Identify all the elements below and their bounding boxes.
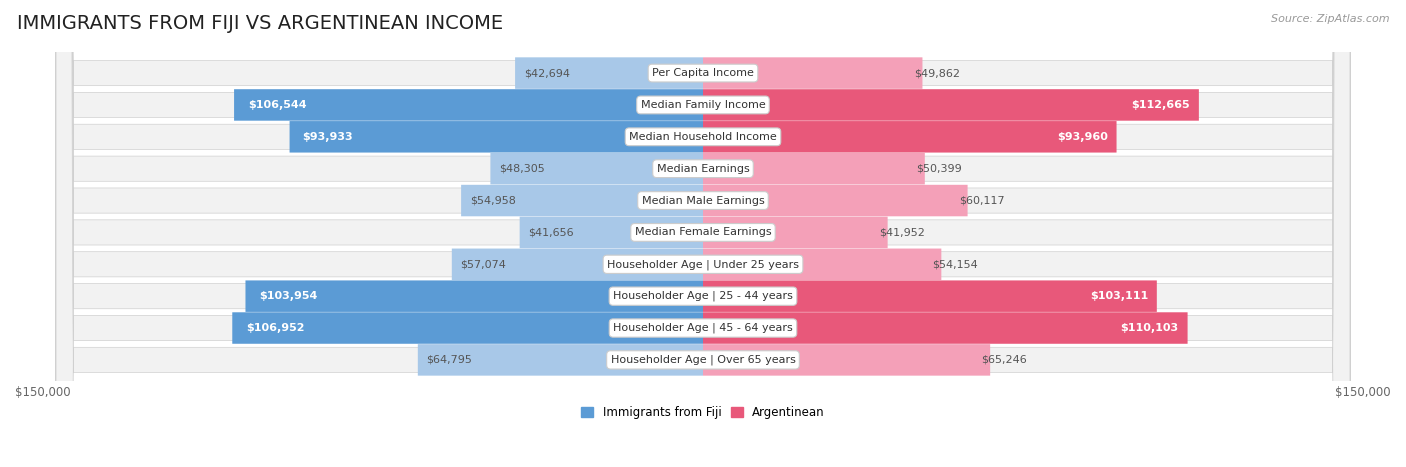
Text: Median Household Income: Median Household Income xyxy=(628,132,778,142)
Text: $110,103: $110,103 xyxy=(1121,323,1178,333)
FancyBboxPatch shape xyxy=(703,280,1157,312)
FancyBboxPatch shape xyxy=(56,0,1350,467)
FancyBboxPatch shape xyxy=(703,185,967,216)
FancyBboxPatch shape xyxy=(491,153,703,184)
Text: Median Male Earnings: Median Male Earnings xyxy=(641,196,765,205)
Text: $106,544: $106,544 xyxy=(247,100,307,110)
Text: Source: ZipAtlas.com: Source: ZipAtlas.com xyxy=(1271,14,1389,24)
FancyBboxPatch shape xyxy=(246,280,703,312)
Text: Householder Age | 25 - 44 years: Householder Age | 25 - 44 years xyxy=(613,291,793,301)
FancyBboxPatch shape xyxy=(56,0,1350,467)
FancyBboxPatch shape xyxy=(515,57,703,89)
Text: $49,862: $49,862 xyxy=(914,68,960,78)
Text: Per Capita Income: Per Capita Income xyxy=(652,68,754,78)
Text: $64,795: $64,795 xyxy=(426,355,472,365)
FancyBboxPatch shape xyxy=(703,312,1188,344)
Text: $42,694: $42,694 xyxy=(524,68,569,78)
FancyBboxPatch shape xyxy=(232,312,703,344)
Legend: Immigrants from Fiji, Argentinean: Immigrants from Fiji, Argentinean xyxy=(576,402,830,424)
FancyBboxPatch shape xyxy=(290,121,703,153)
Text: Median Female Earnings: Median Female Earnings xyxy=(634,227,772,237)
FancyBboxPatch shape xyxy=(56,0,1350,467)
FancyBboxPatch shape xyxy=(56,0,1350,467)
Text: Householder Age | Over 65 years: Householder Age | Over 65 years xyxy=(610,354,796,365)
Text: $50,399: $50,399 xyxy=(917,163,962,174)
Text: $103,111: $103,111 xyxy=(1090,291,1149,301)
Text: $54,154: $54,154 xyxy=(932,259,979,269)
Text: $103,954: $103,954 xyxy=(259,291,318,301)
Text: $41,952: $41,952 xyxy=(879,227,925,237)
FancyBboxPatch shape xyxy=(56,0,1350,467)
FancyBboxPatch shape xyxy=(56,0,1350,467)
Text: $112,665: $112,665 xyxy=(1132,100,1189,110)
Text: $60,117: $60,117 xyxy=(959,196,1004,205)
Text: Householder Age | 45 - 64 years: Householder Age | 45 - 64 years xyxy=(613,323,793,333)
Text: $54,958: $54,958 xyxy=(470,196,516,205)
FancyBboxPatch shape xyxy=(56,0,1350,467)
Text: $93,960: $93,960 xyxy=(1057,132,1108,142)
FancyBboxPatch shape xyxy=(461,185,703,216)
Text: IMMIGRANTS FROM FIJI VS ARGENTINEAN INCOME: IMMIGRANTS FROM FIJI VS ARGENTINEAN INCO… xyxy=(17,14,503,33)
FancyBboxPatch shape xyxy=(703,121,1116,153)
FancyBboxPatch shape xyxy=(520,217,703,248)
Text: $41,656: $41,656 xyxy=(529,227,574,237)
FancyBboxPatch shape xyxy=(703,248,942,280)
FancyBboxPatch shape xyxy=(233,89,703,120)
Text: Median Earnings: Median Earnings xyxy=(657,163,749,174)
FancyBboxPatch shape xyxy=(418,344,703,375)
Text: $57,074: $57,074 xyxy=(461,259,506,269)
FancyBboxPatch shape xyxy=(56,0,1350,467)
Text: Median Family Income: Median Family Income xyxy=(641,100,765,110)
Text: Householder Age | Under 25 years: Householder Age | Under 25 years xyxy=(607,259,799,269)
FancyBboxPatch shape xyxy=(703,89,1199,120)
Text: $93,933: $93,933 xyxy=(302,132,353,142)
FancyBboxPatch shape xyxy=(451,248,703,280)
Text: $106,952: $106,952 xyxy=(246,323,305,333)
FancyBboxPatch shape xyxy=(56,0,1350,467)
Text: $65,246: $65,246 xyxy=(981,355,1028,365)
FancyBboxPatch shape xyxy=(703,57,922,89)
Text: $48,305: $48,305 xyxy=(499,163,546,174)
FancyBboxPatch shape xyxy=(703,217,887,248)
FancyBboxPatch shape xyxy=(703,344,990,375)
FancyBboxPatch shape xyxy=(703,153,925,184)
FancyBboxPatch shape xyxy=(56,0,1350,467)
